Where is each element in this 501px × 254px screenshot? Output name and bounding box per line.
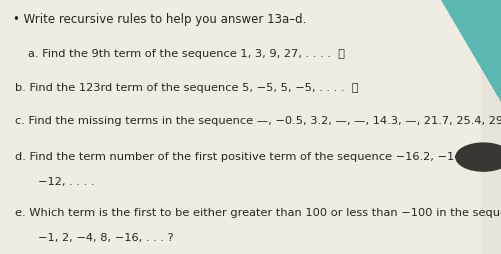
Text: a. Find the 9th term of the sequence 1, 3, 9, 27, . . . .  ⓐ: a. Find the 9th term of the sequence 1, … (28, 48, 345, 58)
Text: d. Find the term number of the first positive term of the sequence −16.2, −14.8,: d. Find the term number of the first pos… (15, 151, 501, 161)
FancyBboxPatch shape (0, 0, 481, 254)
Polygon shape (441, 0, 501, 102)
Text: e. Which term is the first to be either greater than 100 or less than −100 in th: e. Which term is the first to be either … (15, 207, 501, 217)
Text: b. Find the 123rd term of the sequence 5, −5, 5, −5, . . . .  ⓐ: b. Find the 123rd term of the sequence 5… (15, 83, 359, 93)
Text: −12, . . . .: −12, . . . . (38, 177, 94, 187)
Text: • Write recursive rules to help you answer 13a–d.: • Write recursive rules to help you answ… (13, 13, 306, 25)
Circle shape (456, 144, 501, 171)
Text: c. Find the missing terms in the sequence —, −0.5, 3.2, —, —, 14.3, —, 21.7, 25.: c. Find the missing terms in the sequenc… (15, 116, 501, 126)
Text: −1, 2, −4, 8, −16, . . . ?: −1, 2, −4, 8, −16, . . . ? (38, 232, 173, 243)
